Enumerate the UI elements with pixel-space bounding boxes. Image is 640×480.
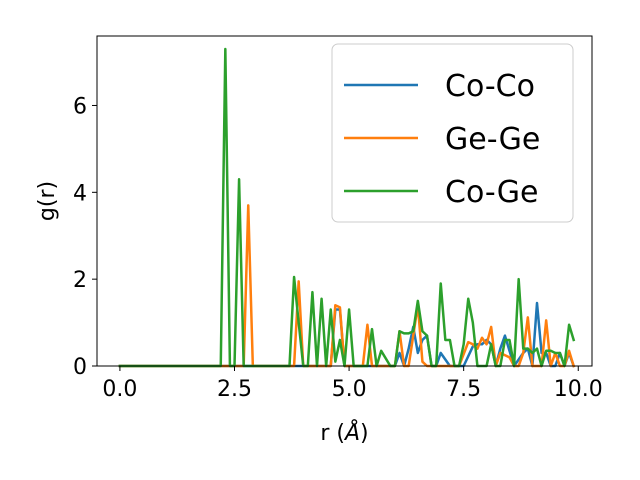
y-axis-label: g(r) bbox=[35, 181, 60, 221]
plot-area-frame bbox=[96, 35, 593, 367]
legend-label-ge-ge: Ge-Ge bbox=[445, 122, 540, 157]
x-tick-label: 0.0 bbox=[102, 377, 137, 402]
legend-label-co-co: Co-Co bbox=[445, 69, 535, 104]
x-tick-label: 2.5 bbox=[217, 377, 252, 402]
x-tick-label: 7.5 bbox=[446, 377, 481, 402]
x-axis-label-text: r ( bbox=[320, 421, 345, 446]
y-tick-label: 4 bbox=[73, 181, 87, 206]
y-tick-label: 6 bbox=[73, 94, 87, 119]
y-tick-label: 0 bbox=[73, 355, 87, 380]
x-axis-label-unit: Å bbox=[343, 419, 360, 446]
x-tick-label: 5.0 bbox=[332, 377, 367, 402]
x-axis: 0.0 2.5 5.0 7.5 10.0 bbox=[102, 366, 603, 402]
x-axis-label-close: ) bbox=[360, 421, 369, 446]
x-axis-label: r (Å) bbox=[320, 419, 368, 446]
legend: Co-Co Ge-Ge Co-Ge bbox=[331, 43, 574, 223]
series-line-co-ge bbox=[118, 47, 576, 368]
legend-box bbox=[331, 43, 574, 223]
legend-label-co-ge: Co-Ge bbox=[445, 175, 539, 210]
y-tick-label: 2 bbox=[73, 268, 87, 293]
y-axis: 0 2 4 6 bbox=[73, 94, 97, 380]
x-tick-label: 10.0 bbox=[554, 377, 603, 402]
